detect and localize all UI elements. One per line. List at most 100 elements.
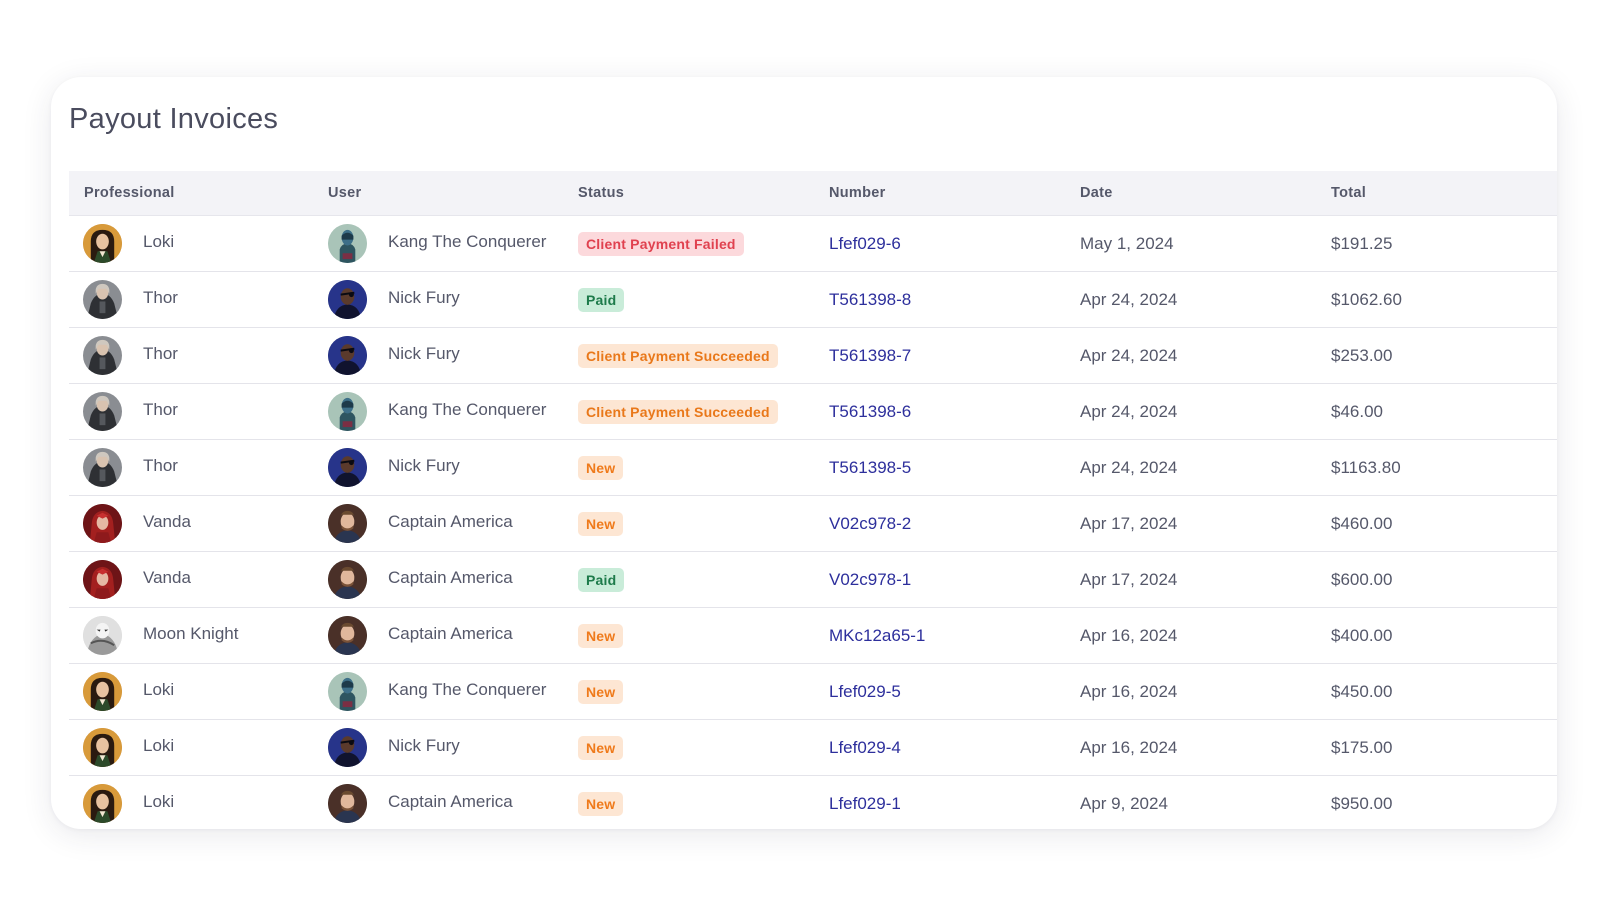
- table-row[interactable]: Thor Nick Fury Client Payment Succeeded T56…: [69, 328, 1557, 384]
- invoice-date: Apr 16, 2024: [1080, 625, 1178, 645]
- table-row[interactable]: Thor Nick Fury Paid T561398-8 Apr 24, 2024 $1…: [69, 272, 1557, 328]
- cell-number: Lfef029-5: [821, 682, 1072, 702]
- column-header-user[interactable]: User: [328, 185, 362, 201]
- table-row[interactable]: Vanda Captain America Paid V02c978-1 Apr 17,…: [69, 552, 1557, 608]
- cell-user: Kang The Conquerer: [320, 224, 570, 263]
- professional-name: Loki: [143, 679, 175, 699]
- cell-number: MKc12a65-1: [821, 626, 1072, 646]
- cell-number: T561398-8: [821, 290, 1072, 310]
- cell-user: Captain America: [320, 560, 570, 599]
- user-avatar: [328, 504, 367, 543]
- cell-total: $1163.80: [1323, 458, 1557, 478]
- cell-total: $46.00: [1323, 402, 1557, 422]
- invoice-total: $253.00: [1331, 345, 1393, 365]
- invoice-number-link[interactable]: Lfef029-1: [829, 793, 901, 813]
- user-name: Kang The Conquerer: [388, 231, 547, 251]
- status-badge: Client Payment Succeeded: [578, 399, 778, 424]
- invoice-number-link[interactable]: T561398-5: [829, 457, 912, 477]
- user-name: Kang The Conquerer: [388, 679, 547, 699]
- cell-date: Apr 24, 2024: [1072, 458, 1323, 478]
- professional-avatar: [83, 336, 122, 375]
- professional-avatar: [83, 784, 122, 823]
- invoice-number-link[interactable]: V02c978-1: [829, 569, 912, 589]
- invoice-total: $400.00: [1331, 625, 1393, 645]
- professional-name: Moon Knight: [143, 623, 239, 643]
- cell-professional: Loki: [69, 728, 320, 767]
- user-avatar: [328, 448, 367, 487]
- invoice-number-link[interactable]: V02c978-2: [829, 513, 912, 533]
- cell-professional: Vanda: [69, 504, 320, 543]
- invoice-date: Apr 16, 2024: [1080, 681, 1178, 701]
- user-name: Nick Fury: [388, 735, 460, 755]
- user-avatar: [328, 616, 367, 655]
- invoice-number-link[interactable]: Lfef029-4: [829, 737, 901, 757]
- status-badge: Client Payment Succeeded: [578, 343, 778, 368]
- table-row[interactable]: Loki Kang The Conquerer Client Payment Fai…: [69, 216, 1557, 272]
- invoice-date: Apr 17, 2024: [1080, 569, 1178, 589]
- invoice-total: $450.00: [1331, 681, 1393, 701]
- user-name: Captain America: [388, 791, 513, 811]
- cell-date: Apr 16, 2024: [1072, 626, 1323, 646]
- cell-status: Client Payment Failed: [570, 231, 821, 256]
- cell-total: $400.00: [1323, 626, 1557, 646]
- payout-invoices-card: Payout Invoices Professional User Status…: [51, 77, 1557, 829]
- column-header-number[interactable]: Number: [829, 185, 886, 201]
- user-name: Captain America: [388, 623, 513, 643]
- user-avatar: [328, 728, 367, 767]
- professional-avatar: [83, 392, 122, 431]
- column-header-status[interactable]: Status: [578, 185, 625, 201]
- invoice-total: $460.00: [1331, 513, 1393, 533]
- user-avatar: [328, 560, 367, 599]
- column-header-total[interactable]: Total: [1331, 185, 1367, 201]
- column-header-professional[interactable]: Professional: [84, 185, 175, 201]
- user-avatar: [328, 336, 367, 375]
- cell-professional: Loki: [69, 672, 320, 711]
- invoice-number-link[interactable]: MKc12a65-1: [829, 625, 926, 645]
- invoice-number-link[interactable]: T561398-8: [829, 289, 912, 309]
- invoice-date: Apr 9, 2024: [1080, 793, 1168, 813]
- cell-user: Nick Fury: [320, 728, 570, 767]
- invoice-date: Apr 24, 2024: [1080, 401, 1178, 421]
- cell-total: $253.00: [1323, 346, 1557, 366]
- cell-professional: Vanda: [69, 560, 320, 599]
- column-header-date[interactable]: Date: [1080, 185, 1113, 201]
- table-row[interactable]: Loki Nick Fury New Lfef029-4 Apr 16, 2024 $17…: [69, 720, 1557, 776]
- professional-name: Loki: [143, 231, 175, 251]
- professional-avatar: [83, 280, 122, 319]
- cell-number: T561398-6: [821, 402, 1072, 422]
- table-row[interactable]: Thor Nick Fury New T561398-5 Apr 24, 2024 $11…: [69, 440, 1557, 496]
- status-badge: Client Payment Failed: [578, 231, 744, 256]
- table-row[interactable]: Thor Kang The Conquerer Client Payment Suc…: [69, 384, 1557, 440]
- cell-user: Captain America: [320, 784, 570, 823]
- invoice-total: $46.00: [1331, 401, 1383, 421]
- cell-status: New: [570, 735, 821, 760]
- invoice-number-link[interactable]: T561398-6: [829, 401, 912, 421]
- invoice-date: Apr 24, 2024: [1080, 289, 1178, 309]
- invoice-number-link[interactable]: Lfef029-6: [829, 233, 901, 253]
- user-avatar: [328, 672, 367, 711]
- user-name: Nick Fury: [388, 343, 460, 363]
- cell-total: $1062.60: [1323, 290, 1557, 310]
- invoice-total: $1062.60: [1331, 289, 1402, 309]
- table-row[interactable]: Vanda Captain America New V02c978-2 Apr 17, …: [69, 496, 1557, 552]
- cell-user: Nick Fury: [320, 448, 570, 487]
- cell-user: Captain America: [320, 616, 570, 655]
- user-avatar: [328, 392, 367, 431]
- cell-number: Lfef029-4: [821, 738, 1072, 758]
- cell-user: Kang The Conquerer: [320, 392, 570, 431]
- table-row[interactable]: Loki Captain America New Lfef029-1 Apr 9, 20…: [69, 776, 1557, 829]
- invoice-number-link[interactable]: Lfef029-5: [829, 681, 901, 701]
- invoice-total: $175.00: [1331, 737, 1393, 757]
- professional-avatar: [83, 728, 122, 767]
- table-body: Loki Kang The Conquerer Client Payment Fai…: [69, 216, 1557, 829]
- professional-name: Thor: [143, 455, 178, 475]
- table-row[interactable]: Moon Knight Captain America New MKc12a65-1 A…: [69, 608, 1557, 664]
- invoice-number-link[interactable]: T561398-7: [829, 345, 912, 365]
- cell-total: $191.25: [1323, 234, 1557, 254]
- table-row[interactable]: Loki Kang The Conquerer New Lfef029-5 Apr 16…: [69, 664, 1557, 720]
- invoice-date: Apr 16, 2024: [1080, 737, 1178, 757]
- professional-avatar: [83, 448, 122, 487]
- status-badge: New: [578, 735, 624, 760]
- cell-number: Lfef029-6: [821, 234, 1072, 254]
- status-badge: Paid: [578, 567, 625, 592]
